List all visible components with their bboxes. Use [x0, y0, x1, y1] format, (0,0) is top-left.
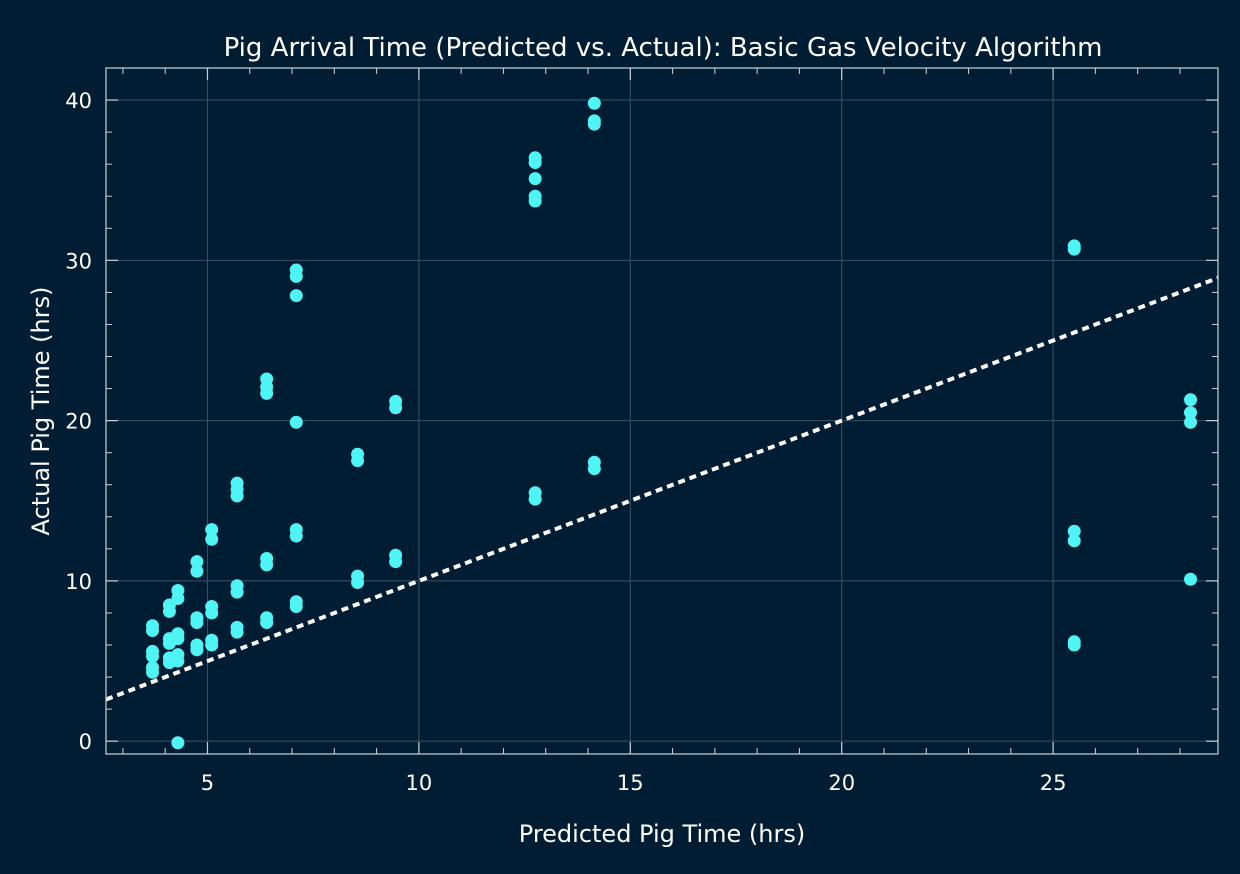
y-tick-label: 30: [65, 249, 92, 273]
data-point: [1067, 638, 1081, 652]
y-tick-label: 0: [79, 730, 92, 754]
data-point: [528, 156, 542, 170]
x-axis-label: Predicted Pig Time (hrs): [519, 820, 805, 848]
data-point: [205, 638, 219, 652]
data-point: [289, 600, 303, 614]
data-point: [171, 632, 185, 646]
data-point: [1184, 406, 1198, 420]
data-point: [1184, 393, 1198, 407]
data-point: [587, 117, 601, 131]
data-point: [1067, 242, 1081, 256]
plot-border: [105, 67, 1219, 755]
data-point: [230, 489, 244, 503]
data-points: [146, 96, 1198, 750]
data-point: [190, 564, 204, 578]
data-point: [260, 616, 274, 630]
data-point: [205, 532, 219, 546]
data-point: [190, 616, 204, 630]
x-tick-label: 25: [1040, 771, 1067, 795]
data-point: [289, 415, 303, 429]
data-point: [289, 269, 303, 283]
data-point: [171, 592, 185, 606]
data-point: [230, 625, 244, 639]
reference-line: [106, 276, 1218, 702]
data-point: [205, 606, 219, 620]
data-point: [587, 462, 601, 476]
data-point: [389, 555, 403, 569]
data-point: [389, 401, 403, 415]
data-point: [1184, 572, 1198, 586]
data-point: [205, 523, 219, 537]
data-point: [528, 194, 542, 208]
data-point: [230, 585, 244, 599]
data-point: [146, 624, 160, 638]
data-point: [1067, 534, 1081, 548]
data-point: [528, 172, 542, 186]
data-point: [528, 492, 542, 506]
y-tick-label: 20: [65, 410, 92, 434]
data-point: [171, 654, 185, 668]
data-point: [260, 386, 274, 400]
x-tick-label: 10: [406, 771, 433, 795]
data-point: [162, 604, 176, 618]
plot-frame: [105, 67, 1219, 755]
y-tick-label: 40: [65, 89, 92, 113]
y-tick-label: 10: [65, 570, 92, 594]
axis-ticks: [106, 67, 1218, 754]
data-point: [1184, 415, 1198, 429]
data-point: [146, 649, 160, 663]
reference-line-layer: [106, 276, 1218, 702]
data-point: [351, 454, 365, 468]
y-axis-label: Actual Pig Time (hrs): [27, 287, 55, 536]
x-tick-label: 5: [201, 771, 214, 795]
tick-labels: 5 10 15 20 25 0 10 20 30 40: [65, 89, 1066, 795]
grid-lines: [106, 68, 1218, 754]
data-point: [190, 555, 204, 569]
x-tick-label: 20: [828, 771, 855, 795]
data-point: [289, 289, 303, 303]
data-point: [190, 643, 204, 657]
data-point: [351, 576, 365, 589]
data-point: [289, 529, 303, 543]
data-point: [171, 736, 185, 750]
x-tick-label: 15: [617, 771, 644, 795]
data-point: [146, 665, 160, 679]
chart-title: Pig Arrival Time (Predicted vs. Actual):…: [224, 33, 1103, 63]
data-point: [587, 96, 601, 110]
data-point: [260, 558, 274, 572]
data-point: [1067, 524, 1081, 538]
